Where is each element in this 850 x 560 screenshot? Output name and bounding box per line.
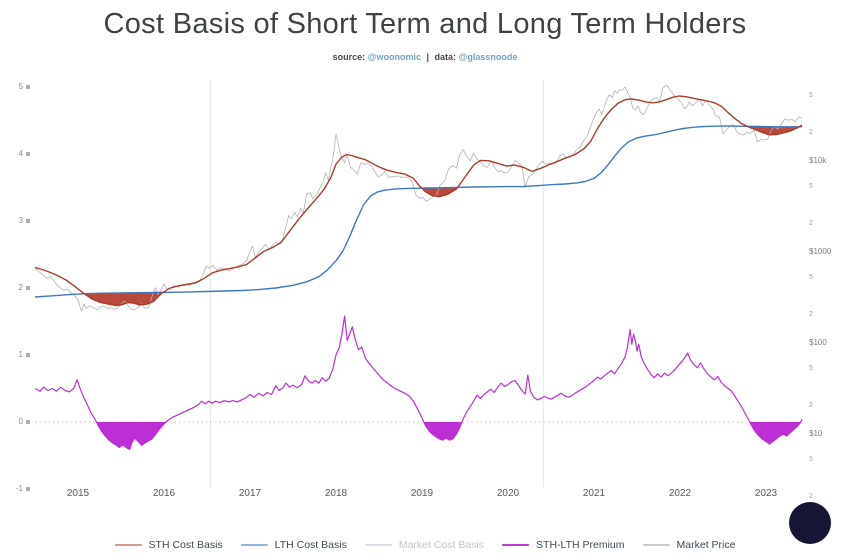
series-line-sth-cost-basis xyxy=(34,95,803,307)
y-axis-tick-left--1: -1 xyxy=(0,484,30,493)
y-axis-tick-right-10: $10 xyxy=(809,429,823,438)
y-axis-tick-left-2: 2 xyxy=(0,283,30,292)
chart-subtitle: source: @woonomic | data: @glassnoode xyxy=(0,52,850,62)
x-axis-tick-2017: 2017 xyxy=(238,488,262,499)
legend-swatch-line xyxy=(240,544,268,546)
legend-label: STH-LTH Premium xyxy=(536,539,625,551)
y-axis-tick-right-2: 2 xyxy=(809,219,813,227)
tick-square-marker xyxy=(26,285,30,290)
x-axis-tick-2015: 2015 xyxy=(66,488,90,499)
sth-below-lth-fill xyxy=(747,126,799,135)
series-line-market-price xyxy=(34,84,803,312)
x-axis-tick-2018: 2018 xyxy=(324,488,348,499)
x-axis-tick-2022: 2022 xyxy=(668,488,692,499)
series-line-lth-cost-basis xyxy=(34,125,803,298)
legend-swatch-line xyxy=(502,544,530,546)
tick-square-marker xyxy=(26,352,30,357)
y-axis-tick-right-5: 5 xyxy=(809,365,813,373)
source-handle-link[interactable]: @woonomic xyxy=(367,52,421,62)
tick-square-marker xyxy=(26,419,30,424)
tick-square-marker xyxy=(26,218,30,223)
series-line-sth-lth-premium xyxy=(34,315,803,451)
x-axis-tick-2016: 2016 xyxy=(152,488,176,499)
y-axis-tick-right-5: 5 xyxy=(809,274,813,282)
premium-below-zero-fill xyxy=(750,422,801,445)
y-axis-tick-right-5: 5 xyxy=(809,183,813,191)
y-axis-tick-right-2: 2 xyxy=(809,401,813,409)
premium-below-zero-fill xyxy=(424,422,462,441)
data-label: data: xyxy=(434,52,457,62)
legend-item-lth-cost-basis[interactable]: LTH Cost Basis xyxy=(240,539,347,551)
legend-label: LTH Cost Basis xyxy=(274,539,347,551)
y-axis-tick-right-2: 2 xyxy=(809,310,813,318)
source-label: source: xyxy=(332,52,366,62)
x-axis-tick-2021: 2021 xyxy=(582,488,606,499)
x-axis-tick-2019: 2019 xyxy=(410,488,434,499)
y-axis-tick-left-3: 3 xyxy=(0,216,30,225)
y-axis-tick-right-5: 5 xyxy=(809,456,813,464)
legend-swatch-line xyxy=(114,544,142,546)
y-axis-tick-left-1: 1 xyxy=(0,350,30,359)
y-axis-tick-right-2: 2 xyxy=(809,128,813,136)
y-axis-tick-left-4: 4 xyxy=(0,149,30,158)
y-axis-tick-right-1000: $1000 xyxy=(809,247,832,256)
legend-label: Market Price xyxy=(676,539,736,551)
premium-below-zero-fill xyxy=(96,422,166,450)
tick-square-marker xyxy=(26,84,30,89)
legend-item-market-price[interactable]: Market Price xyxy=(642,539,736,551)
legend-item-sth-lth-premium[interactable]: STH-LTH Premium xyxy=(502,539,625,551)
tick-square-marker xyxy=(26,151,30,156)
y-axis-tick-right-10k: $10k xyxy=(809,156,827,165)
y-axis-tick-left-5: 5 xyxy=(0,82,30,91)
legend-swatch-line xyxy=(642,544,670,546)
y-axis-tick-right-100: $100 xyxy=(809,338,827,347)
y-axis-tick-left-0: 0 xyxy=(0,417,30,426)
legend-item-market-cost-basis[interactable]: Market Cost Basis xyxy=(364,539,485,551)
chart-legend: STH Cost Basis LTH Cost Basis Market Cost … xyxy=(0,539,850,551)
x-axis-tick-2020: 2020 xyxy=(496,488,520,499)
sth-below-lth-fill xyxy=(84,292,164,306)
legend-item-sth-cost-basis[interactable]: STH Cost Basis xyxy=(114,539,223,551)
y-axis-tick-right-2: 2 xyxy=(809,492,813,500)
legend-swatch-line xyxy=(364,544,392,546)
page-title: Cost Basis of Short Term and Long Term H… xyxy=(103,8,747,40)
subtitle-separator: | xyxy=(426,52,429,62)
data-handle-link[interactable]: @glassnoode xyxy=(458,52,518,62)
tick-square-marker xyxy=(26,486,30,491)
logo-circle xyxy=(789,502,831,544)
legend-label: STH Cost Basis xyxy=(148,539,223,551)
legend-label: Market Cost Basis xyxy=(398,539,485,551)
y-axis-tick-right-5: 5 xyxy=(809,92,813,100)
x-axis-tick-2023: 2023 xyxy=(754,488,778,499)
